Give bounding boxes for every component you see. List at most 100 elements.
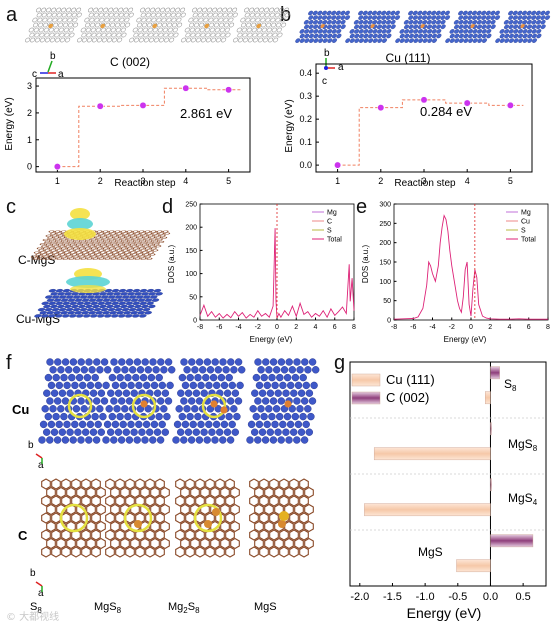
copper-atom — [399, 29, 405, 34]
carbon-ring — [116, 240, 123, 244]
copper-atom — [88, 366, 96, 374]
carbon-ring — [132, 238, 139, 241]
chart-g-xlabel: Energy (eV) — [407, 605, 482, 621]
carbon-ring — [163, 232, 171, 235]
x-tick-label: 1 — [335, 176, 340, 186]
col-label-s8: S8 — [30, 601, 42, 615]
carbon-ring — [90, 247, 97, 250]
carbon-hexagon — [66, 537, 76, 550]
carbon-ring — [150, 238, 157, 241]
carbon-ring — [155, 12, 161, 18]
carbon-ring — [117, 251, 124, 254]
copper-atom — [57, 366, 65, 374]
carbon-ring — [105, 243, 112, 246]
copper-atom — [194, 412, 202, 421]
carbon-hexagon — [115, 529, 125, 541]
carbon-hexagon — [61, 495, 71, 507]
copper-atom — [417, 10, 423, 16]
copper-atom — [209, 373, 218, 382]
copper-atom — [513, 33, 519, 39]
copper-atom — [184, 428, 193, 436]
copper-atom — [301, 358, 309, 366]
copper-atom — [440, 24, 446, 30]
copper-atom — [121, 307, 130, 312]
carbon-ring — [63, 27, 69, 33]
carbon-ring — [149, 253, 156, 256]
carbon-ring — [86, 257, 93, 260]
copper-atom — [166, 381, 174, 390]
copper-atom — [413, 38, 419, 43]
copper-atom — [261, 397, 270, 405]
copper-atom — [63, 420, 71, 429]
carbon-ring — [60, 7, 67, 13]
copper-atom — [454, 29, 460, 34]
copper-atom — [312, 366, 320, 374]
copper-atom — [164, 397, 173, 405]
carbon-ring — [196, 37, 202, 43]
carbon-hexagon — [190, 520, 200, 533]
carbon-ring — [122, 7, 129, 13]
copper-atom — [445, 15, 451, 20]
copper-atom — [372, 38, 378, 43]
carbon-ring — [144, 255, 151, 258]
copper-atom — [71, 420, 79, 429]
copper-atom — [113, 405, 121, 413]
x-tick-label: -4 — [429, 324, 435, 331]
dos-total-line — [393, 214, 548, 320]
copper-atom — [71, 292, 79, 296]
copper-atom — [345, 15, 351, 20]
carbon-ring — [38, 257, 45, 260]
copper-atom — [368, 33, 374, 39]
carbon-ring — [265, 17, 271, 23]
copper-atom — [509, 38, 515, 43]
copper-atom — [458, 29, 464, 34]
copper-atom — [69, 358, 78, 366]
copper-atom — [66, 428, 74, 436]
copper-atom — [79, 381, 87, 390]
copper-atom — [254, 358, 262, 366]
copper-atom — [331, 10, 337, 16]
copper-atom — [125, 397, 134, 405]
copper-atom — [212, 420, 221, 429]
carbon-ring — [251, 22, 257, 28]
carbon-hexagon — [96, 503, 106, 516]
copper-atom — [130, 311, 138, 315]
copper-atom — [34, 314, 42, 318]
carbon-ring — [111, 251, 118, 254]
carbon-ring — [110, 240, 117, 244]
carbon-ring — [50, 7, 57, 13]
carbon-ring — [249, 12, 255, 18]
carbon-ring — [128, 240, 135, 244]
copper-atom — [203, 436, 211, 444]
carbon-ring — [214, 22, 220, 28]
carbon-ring — [80, 249, 87, 252]
copper-atom — [385, 10, 391, 16]
carbon-ring — [254, 12, 260, 18]
carbon-hexagon — [230, 520, 240, 533]
carbon-hexagon — [71, 512, 81, 524]
carbon-ring — [261, 22, 267, 28]
carbon-ring — [107, 245, 114, 248]
copper-atom — [86, 307, 95, 312]
copper-atom — [382, 38, 388, 43]
carbon-hexagon — [269, 478, 279, 490]
copper-atom — [104, 314, 112, 318]
magnesium-atom — [220, 406, 228, 414]
carbon-hexagon — [51, 529, 61, 541]
copper-atom — [110, 397, 118, 405]
carbon-hexagon — [220, 486, 230, 499]
carbon-ring — [237, 32, 243, 38]
carbon-hexagon — [41, 546, 51, 558]
copper-atom — [189, 381, 198, 390]
carbon-ring — [43, 22, 49, 28]
copper-atom — [279, 381, 287, 390]
carbon-ring — [152, 27, 158, 33]
carbon-ring — [75, 243, 82, 246]
copper-atom — [222, 366, 230, 374]
copper-atom — [305, 389, 314, 397]
copper-atom — [199, 366, 207, 374]
carbon-ring — [146, 257, 153, 260]
carbon-ring — [115, 22, 121, 28]
copper-atom — [252, 412, 261, 421]
carbon-ring — [166, 17, 172, 23]
